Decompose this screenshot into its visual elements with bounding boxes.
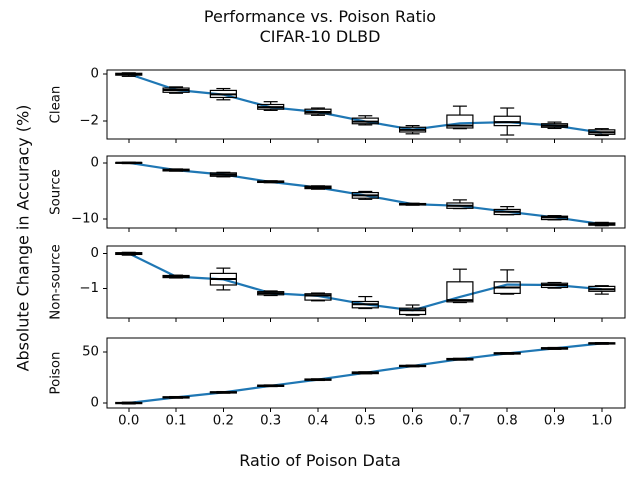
boxplot xyxy=(588,221,616,227)
row-label-non-source: Non-source xyxy=(49,244,64,319)
boxplot-box xyxy=(304,293,332,301)
boxplot xyxy=(446,268,474,304)
y-tick-label: 0 xyxy=(91,396,99,411)
boxplot xyxy=(162,395,190,399)
x-tick-label: 0.5 xyxy=(355,414,376,429)
boxplot xyxy=(257,101,285,111)
boxplot xyxy=(398,125,427,135)
boxplot xyxy=(540,281,569,289)
y-tick-label: −2 xyxy=(79,113,99,128)
boxplot xyxy=(493,351,521,355)
boxplot xyxy=(304,185,332,190)
boxplot xyxy=(493,206,521,216)
x-tick-label: 0.1 xyxy=(165,414,186,429)
boxplot xyxy=(304,378,332,382)
x-tick-label: 0.0 xyxy=(118,414,139,429)
boxplot xyxy=(304,107,332,116)
boxplot xyxy=(351,115,379,126)
boxplot-box xyxy=(493,115,521,127)
boxplot xyxy=(588,341,616,345)
boxplot xyxy=(398,304,427,316)
boxplot xyxy=(115,251,143,256)
boxplot xyxy=(351,190,379,200)
boxplot xyxy=(540,215,569,221)
boxplot xyxy=(398,202,427,206)
axes-frame xyxy=(106,155,626,229)
row-label-source: Source xyxy=(49,169,64,215)
y-tick-label: −10 xyxy=(71,212,99,227)
boxplot xyxy=(351,371,379,375)
y-tick-label: 0 xyxy=(91,246,99,261)
boxplot-box xyxy=(398,307,427,316)
boxplot xyxy=(398,364,427,368)
boxplot xyxy=(209,87,237,101)
subplot-poison: 50 0 0.0 0.1 0.2 0.3 0.4 0.5 0.6 0.7 0.8 0.9 1.0 Pois… xyxy=(49,337,626,429)
x-tick-label: 0.9 xyxy=(544,414,565,429)
boxplot xyxy=(257,180,285,184)
subplot-non-source: 0 −1 Non-source xyxy=(49,244,626,322)
trend-line xyxy=(128,161,602,226)
y-tick-label: 0 xyxy=(91,66,99,81)
boxplot xyxy=(162,274,190,279)
boxplot xyxy=(209,390,237,394)
axes-frame xyxy=(106,337,626,409)
chart-subtitle: CIFAR-10 DLBD xyxy=(259,27,381,46)
x-tick-label: 0.4 xyxy=(307,414,328,429)
x-tick-label: 0.7 xyxy=(449,414,470,429)
boxplot xyxy=(588,128,616,137)
boxplot-box xyxy=(446,281,474,303)
boxplot xyxy=(446,105,474,130)
boxplot xyxy=(115,401,143,405)
boxplot xyxy=(209,267,237,291)
boxplot xyxy=(446,357,474,361)
boxplot xyxy=(540,346,569,350)
boxplot xyxy=(588,285,616,295)
boxplot xyxy=(446,199,474,210)
boxplot xyxy=(115,161,143,165)
boxplot xyxy=(351,295,379,310)
chart-title-line1: Performance vs. Poison Ratio xyxy=(203,7,437,26)
axes-frame xyxy=(106,69,626,140)
y-tick-label: 50 xyxy=(82,344,99,359)
y-tick-label: 0 xyxy=(91,155,99,170)
boxplot xyxy=(257,384,285,388)
subplot-source: 0 −10 Source xyxy=(49,155,626,232)
boxplot xyxy=(162,168,190,172)
boxplot xyxy=(493,269,521,295)
row-label-poison: Poison xyxy=(49,352,64,395)
x-axis-label: Ratio of Poison Data xyxy=(239,451,401,470)
boxplot xyxy=(304,292,332,302)
boxplot xyxy=(257,290,285,297)
x-tick-label: 0.8 xyxy=(497,414,518,429)
boxplot xyxy=(115,72,143,77)
x-tick-label: 0.6 xyxy=(402,414,423,429)
boxplot xyxy=(493,107,521,136)
x-tick-label: 0.2 xyxy=(213,414,234,429)
x-tick-label: 0.3 xyxy=(260,414,281,429)
subplot-clean: 0 −2 Clean xyxy=(49,66,626,143)
chart-title: Performance vs. Poison Ratio CIFAR-10 DL… xyxy=(0,7,640,47)
boxplot xyxy=(540,121,569,130)
boxplot xyxy=(162,86,190,94)
axes-frame xyxy=(106,245,626,319)
row-label-clean: Clean xyxy=(49,86,64,124)
y-tick-label: −1 xyxy=(79,281,99,296)
boxplot-box xyxy=(446,114,474,129)
x-tick-label: 1.0 xyxy=(591,414,612,429)
boxplot xyxy=(209,171,237,178)
